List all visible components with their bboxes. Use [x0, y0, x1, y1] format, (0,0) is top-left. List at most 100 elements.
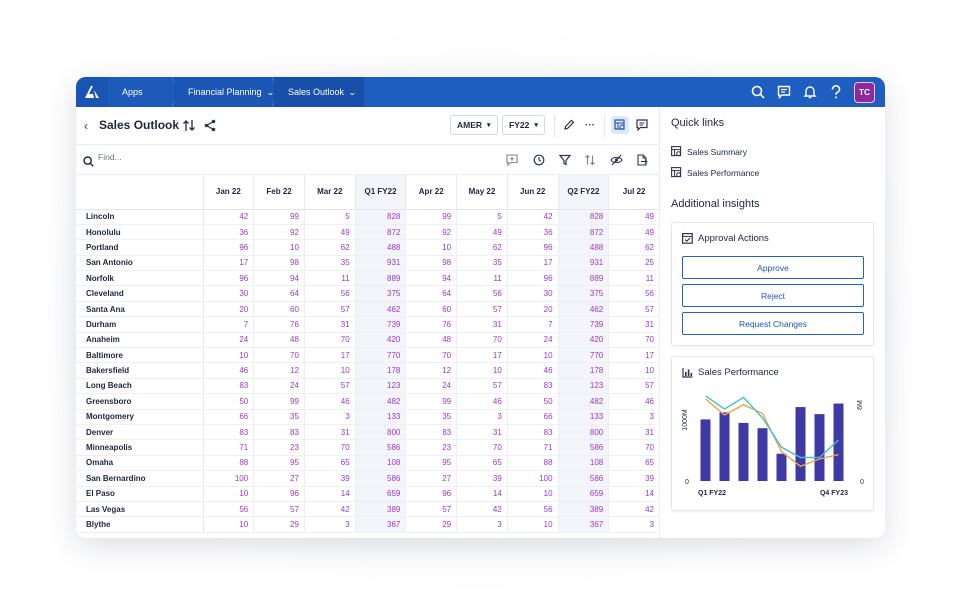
- table-cell[interactable]: 66: [203, 409, 255, 425]
- quick-link-sales-performance[interactable]: Sales Performance: [671, 167, 759, 178]
- table-cell[interactable]: 482: [355, 393, 407, 410]
- table-cell[interactable]: 99: [405, 209, 458, 225]
- table-cell[interactable]: 10: [203, 486, 255, 502]
- table-cell[interactable]: 3: [608, 516, 660, 533]
- table-cell[interactable]: 462: [558, 301, 610, 318]
- quick-link-sales-summary[interactable]: Sales Summary: [671, 146, 747, 157]
- table-cell[interactable]: 31: [608, 424, 660, 441]
- table-cell[interactable]: 49: [456, 224, 508, 241]
- table-cell[interactable]: 95: [405, 455, 458, 472]
- table-cell[interactable]: 30: [507, 285, 559, 302]
- table-cell[interactable]: 10: [203, 347, 255, 364]
- more-options-button[interactable]: ···: [585, 119, 595, 131]
- table-cell[interactable]: 36: [507, 224, 559, 241]
- table-cell[interactable]: 659: [355, 486, 407, 502]
- table-cell[interactable]: 872: [355, 224, 407, 241]
- column-header[interactable]: Jun 22: [507, 175, 559, 210]
- table-cell[interactable]: 46: [203, 362, 255, 379]
- table-cell[interactable]: 5: [456, 209, 508, 225]
- table-cell[interactable]: 56: [507, 501, 559, 518]
- table-cell[interactable]: 35: [304, 255, 356, 272]
- table-cell[interactable]: 3: [304, 409, 356, 425]
- table-cell[interactable]: 3: [608, 409, 660, 425]
- table-cell[interactable]: 7: [203, 316, 255, 333]
- table-cell[interactable]: 96: [405, 486, 458, 502]
- chart-bar[interactable]: [776, 453, 787, 481]
- comment-icon[interactable]: [634, 117, 650, 133]
- column-header[interactable]: Q1 FY22: [355, 175, 407, 210]
- table-cell[interactable]: 57: [405, 501, 458, 518]
- table-cell[interactable]: 57: [456, 378, 508, 395]
- table-cell[interactable]: 10: [507, 347, 559, 364]
- breadcrumb-sales-outlook[interactable]: Sales Outlook ⌄: [274, 77, 364, 107]
- table-cell[interactable]: 482: [558, 393, 610, 410]
- table-cell[interactable]: 50: [203, 393, 255, 410]
- table-cell[interactable]: 10: [405, 239, 458, 256]
- table-cell[interactable]: 35: [456, 255, 508, 272]
- table-cell[interactable]: 65: [456, 455, 508, 472]
- table-cell[interactable]: 800: [355, 424, 407, 441]
- table-cell[interactable]: 30: [203, 285, 255, 302]
- table-cell[interactable]: 931: [355, 255, 407, 272]
- table-cell[interactable]: 100: [203, 470, 255, 487]
- breadcrumb-financial-planning[interactable]: Financial Planning ⌄: [174, 77, 274, 107]
- column-header[interactable]: Apr 22: [405, 175, 458, 210]
- table-cell[interactable]: 70: [405, 347, 458, 364]
- table-cell[interactable]: 27: [253, 470, 305, 487]
- table-cell[interactable]: 57: [304, 378, 356, 395]
- table-cell[interactable]: 62: [608, 239, 660, 256]
- table-cell[interactable]: 420: [558, 332, 610, 349]
- table-cell[interactable]: 872: [558, 224, 610, 241]
- table-cell[interactable]: 3: [456, 516, 508, 533]
- swap-icon[interactable]: [182, 119, 196, 137]
- table-cell[interactable]: 178: [355, 362, 407, 379]
- table-cell[interactable]: 24: [507, 332, 559, 349]
- help-icon[interactable]: [828, 84, 844, 100]
- table-cell[interactable]: 828: [355, 209, 407, 225]
- table-cell[interactable]: 3: [456, 409, 508, 425]
- table-cell[interactable]: 96: [203, 270, 255, 287]
- request-changes-button[interactable]: Request Changes: [682, 312, 864, 335]
- approve-button[interactable]: Approve: [682, 256, 864, 279]
- table-cell[interactable]: 367: [558, 516, 610, 533]
- table-cell[interactable]: 46: [507, 362, 559, 379]
- table-cell[interactable]: 57: [304, 301, 356, 318]
- table-cell[interactable]: 24: [405, 378, 458, 395]
- table-cell[interactable]: 17: [608, 347, 660, 364]
- table-cell[interactable]: 586: [355, 439, 407, 456]
- filter-icon[interactable]: [557, 152, 573, 168]
- table-cell[interactable]: 31: [304, 316, 356, 333]
- table-cell[interactable]: 5: [304, 209, 356, 225]
- table-cell[interactable]: 29: [253, 516, 305, 533]
- table-cell[interactable]: 35: [405, 409, 458, 425]
- table-cell[interactable]: 14: [456, 486, 508, 502]
- table-cell[interactable]: 889: [355, 270, 407, 287]
- table-cell[interactable]: 100: [507, 470, 559, 487]
- table-cell[interactable]: 14: [608, 486, 660, 502]
- table-cell[interactable]: 931: [558, 255, 610, 272]
- sort-icon[interactable]: [582, 152, 598, 168]
- table-cell[interactable]: 71: [507, 439, 559, 456]
- table-cell[interactable]: 14: [304, 486, 356, 502]
- table-cell[interactable]: 12: [253, 362, 305, 379]
- table-cell[interactable]: 10: [507, 486, 559, 502]
- table-cell[interactable]: 24: [203, 332, 255, 349]
- table-cell[interactable]: 133: [558, 409, 610, 425]
- table-cell[interactable]: 17: [456, 347, 508, 364]
- table-cell[interactable]: 770: [558, 347, 610, 364]
- table-cell[interactable]: 133: [355, 409, 407, 425]
- table-cell[interactable]: 25: [608, 255, 660, 272]
- table-cell[interactable]: 23: [405, 439, 458, 456]
- reject-button[interactable]: Reject: [682, 284, 864, 307]
- table-cell[interactable]: 42: [304, 501, 356, 518]
- table-cell[interactable]: 39: [304, 470, 356, 487]
- table-cell[interactable]: 12: [405, 362, 458, 379]
- chart-series-line[interactable]: [705, 395, 839, 459]
- table-cell[interactable]: 56: [608, 285, 660, 302]
- table-cell[interactable]: 586: [558, 470, 610, 487]
- table-cell[interactable]: 7: [507, 316, 559, 333]
- find-input[interactable]: [98, 152, 298, 162]
- breadcrumb-apps[interactable]: Apps: [108, 77, 174, 107]
- table-cell[interactable]: 31: [608, 316, 660, 333]
- table-cell[interactable]: 57: [456, 301, 508, 318]
